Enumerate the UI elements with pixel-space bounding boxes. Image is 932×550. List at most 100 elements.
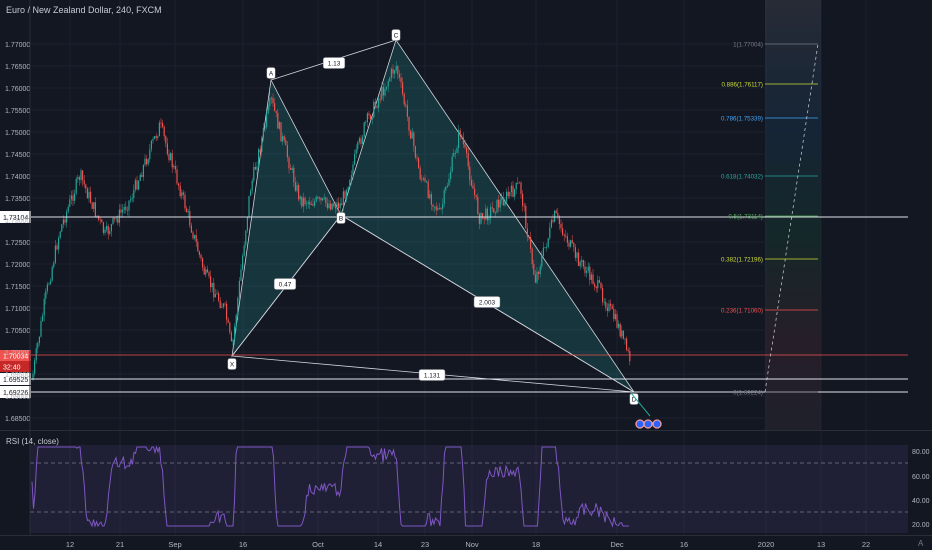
- candle-body: [283, 136, 285, 141]
- candle-body: [288, 157, 290, 169]
- candle-body: [541, 256, 543, 267]
- candle-body: [83, 180, 85, 185]
- candle-body: [368, 113, 370, 116]
- rsi-axis[interactable]: 80.00 60.00 40.00 20.00: [912, 449, 930, 529]
- candle-body: [309, 201, 311, 205]
- candle-body: [325, 197, 327, 204]
- candle-body: [550, 219, 552, 228]
- candle-body: [240, 269, 242, 281]
- pattern-point-x: X: [230, 362, 235, 369]
- candle-body: [542, 247, 544, 257]
- candle-body: [451, 156, 453, 172]
- candle-body: [258, 149, 260, 167]
- candle-body: [450, 171, 452, 179]
- harmonic-pattern[interactable]: [231, 39, 635, 393]
- fibonacci-levels[interactable]: 1(1.77004) 0.886(1.76117) 0.786(1.75339) 0.…: [721, 42, 818, 397]
- candle-body: [74, 193, 76, 201]
- candle-body: [165, 136, 167, 144]
- candle-body: [99, 219, 101, 221]
- candle-body: [614, 314, 616, 320]
- candle-body: [114, 217, 116, 219]
- horizontal-lines[interactable]: 1.73104 1.69525 1.69226 1.70034 32:40: [0, 211, 908, 398]
- pattern-ratio-xd: 1.131: [424, 373, 441, 380]
- candle-body: [150, 140, 152, 150]
- price-label-text: 1.69525: [3, 377, 28, 384]
- event-icon: [652, 419, 662, 429]
- candle-body: [512, 185, 514, 197]
- candle-body: [147, 159, 149, 165]
- candle-body: [528, 236, 530, 238]
- candle-body: [371, 117, 373, 120]
- candle-body: [373, 101, 375, 118]
- price-axis[interactable]: 1.77000 1.76500 1.76000 1.75500 1.75000 1.745…: [5, 0, 31, 535]
- candle-body: [501, 197, 503, 201]
- candle-body: [189, 211, 191, 226]
- candle-body: [232, 339, 234, 342]
- price-tick-label: 1.69000: [5, 394, 30, 401]
- candle-body: [342, 191, 344, 206]
- candle-body: [611, 305, 613, 309]
- candle-body: [91, 202, 93, 209]
- candle-body: [290, 168, 292, 170]
- candle-body: [46, 284, 48, 291]
- candle-body: [488, 217, 490, 221]
- current-price-box: [0, 350, 31, 361]
- candle-body: [72, 195, 74, 201]
- candle-body: [331, 203, 333, 210]
- candle-body: [278, 122, 280, 129]
- candle-body: [360, 138, 362, 144]
- pattern-ratio-ab: 0.47: [279, 282, 292, 289]
- candle-body: [411, 132, 413, 139]
- candle-body: [158, 122, 160, 137]
- candle-body: [358, 138, 360, 143]
- candle-body: [141, 174, 143, 177]
- candle-body: [186, 208, 188, 213]
- time-tick-label: 23: [421, 540, 429, 549]
- candle-body: [432, 204, 434, 207]
- candle-body: [221, 306, 223, 308]
- candle-body: [339, 203, 341, 209]
- pattern-ratio-xd-bg: [418, 369, 446, 381]
- rsi-line: [31, 445, 629, 528]
- rsi-tick-label: 80.00: [912, 449, 930, 456]
- candle-body: [520, 182, 522, 194]
- candle-body: [334, 206, 336, 209]
- candle-body: [125, 206, 127, 210]
- pattern-ratio-bd-bg: [473, 296, 501, 308]
- time-axis[interactable]: 12 21 Sep 16 Oct 14 23 Nov 18 Dec 16 2020 13 22: [66, 540, 870, 549]
- candle-body: [112, 217, 114, 225]
- candle-body: [434, 206, 436, 208]
- candle-body: [530, 237, 532, 249]
- time-tick-label: 18: [532, 540, 540, 549]
- candle-body: [101, 219, 103, 223]
- candle-body: [475, 195, 477, 197]
- candle-body: [157, 136, 159, 138]
- candle-body: [312, 204, 314, 206]
- candle-body: [586, 270, 588, 273]
- grid-lines: [30, 0, 867, 535]
- pattern-point-c: C: [394, 33, 399, 40]
- candle-body: [310, 204, 312, 205]
- pattern-point-b-bg: [336, 212, 346, 224]
- candle-body: [251, 180, 253, 191]
- candle-body: [370, 115, 372, 120]
- candle-body: [493, 208, 495, 213]
- auto-scale-icon[interactable]: A: [918, 539, 924, 548]
- candle-body: [442, 204, 444, 209]
- candle-body: [134, 180, 136, 190]
- candle-body: [296, 185, 298, 191]
- pattern-point-a-bg: [266, 67, 276, 79]
- candle-body: [229, 322, 231, 333]
- candle-body: [354, 154, 356, 165]
- candle-body: [494, 212, 496, 214]
- price-tick-label: 1.72500: [5, 240, 30, 247]
- candle-body: [37, 343, 39, 349]
- fib-level-label: 0(1.69224): [733, 390, 763, 397]
- candle-body: [509, 192, 511, 197]
- event-icon: [635, 419, 645, 429]
- candle-body: [336, 202, 338, 209]
- candle-body: [570, 240, 572, 247]
- candle-body: [462, 137, 464, 145]
- pattern-point-d: D: [632, 397, 637, 404]
